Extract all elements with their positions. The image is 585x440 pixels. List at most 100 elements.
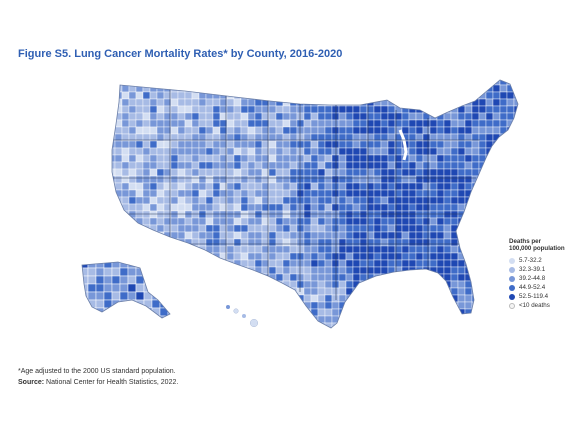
- county-cell: [387, 84, 396, 93]
- county-cell: [443, 217, 452, 226]
- county-cell: [191, 80, 200, 86]
- legend-item: 5.7-32.2: [509, 256, 585, 265]
- county-cell: [373, 147, 382, 156]
- county-cell: [408, 210, 417, 219]
- county-cell: [492, 80, 501, 86]
- county-cell: [269, 330, 276, 337]
- county-cell: [212, 84, 221, 93]
- county-cell: [408, 322, 417, 328]
- county-cell: [233, 147, 242, 156]
- county-cell: [112, 196, 116, 205]
- county-cell: [521, 211, 528, 218]
- county-cell: [121, 189, 130, 198]
- county-cell: [108, 330, 115, 337]
- county-cell: [324, 161, 333, 170]
- county-cell: [268, 280, 277, 289]
- county-cell: [429, 231, 438, 240]
- county-cell: [135, 245, 144, 254]
- county-cell: [103, 267, 113, 277]
- county-cell: [450, 119, 459, 128]
- county-cell: [450, 196, 459, 205]
- county-cell: [415, 238, 424, 247]
- county-cell: [338, 231, 347, 240]
- county-cell: [422, 259, 431, 268]
- county-cell: [135, 154, 144, 163]
- county-cell: [170, 252, 179, 261]
- county-cell: [254, 189, 263, 198]
- county-cell: [135, 175, 144, 184]
- county-cell: [387, 273, 396, 282]
- county-cell: [450, 217, 459, 226]
- county-cell: [324, 210, 333, 219]
- county-cell: [121, 154, 130, 163]
- county-cell: [437, 330, 444, 337]
- county-cell: [191, 287, 200, 296]
- county-cell: [115, 330, 122, 337]
- county-cell: [373, 161, 382, 170]
- county-cell: [275, 196, 284, 205]
- county-cell: [254, 80, 263, 86]
- county-cell: [114, 91, 123, 100]
- county-cell: [128, 322, 137, 328]
- county-cell: [184, 315, 193, 324]
- county-cell: [95, 283, 105, 293]
- county-cell: [205, 119, 214, 128]
- county-cell: [485, 98, 494, 107]
- county-cell: [111, 299, 121, 309]
- county-cell: [233, 196, 242, 205]
- county-cell: [241, 330, 248, 337]
- county-cell: [163, 280, 172, 289]
- county-cell: [212, 238, 221, 247]
- county-cell: [499, 322, 508, 328]
- county-cell: [373, 119, 382, 128]
- county-cell: [82, 315, 89, 318]
- county-cell: [492, 203, 501, 212]
- county-cell: [373, 168, 382, 177]
- county-cell: [345, 259, 354, 268]
- county-cell: [408, 168, 417, 177]
- county-cell: [492, 217, 501, 226]
- county-cell: [114, 112, 123, 121]
- county-cell: [317, 231, 326, 240]
- county-cell: [212, 322, 221, 328]
- county-cell: [352, 84, 361, 93]
- county-cell: [114, 126, 123, 135]
- county-cell: [450, 126, 459, 135]
- county-cell: [268, 91, 277, 100]
- county-cell: [450, 84, 459, 93]
- county-cell: [373, 182, 382, 191]
- county-cell: [149, 189, 158, 198]
- county-cell: [149, 322, 158, 328]
- county-cell: [380, 91, 389, 100]
- county-cell: [359, 217, 368, 226]
- county-cell: [464, 168, 473, 177]
- county-cell: [233, 322, 242, 328]
- county-cell: [170, 245, 179, 254]
- county-cell: [366, 84, 375, 93]
- county-cell: [324, 203, 333, 212]
- county-cell: [318, 330, 325, 337]
- county-cell: [485, 91, 494, 100]
- county-cell: [114, 84, 123, 93]
- county-cell: [261, 301, 270, 310]
- county-cell: [395, 330, 402, 337]
- county-cell: [198, 189, 207, 198]
- county-cell: [380, 147, 389, 156]
- county-cell: [436, 161, 445, 170]
- county-cell: [121, 301, 130, 310]
- county-cell: [457, 189, 466, 198]
- county-cell: [422, 287, 431, 296]
- county-cell: [394, 294, 403, 303]
- county-cell: [345, 105, 354, 114]
- county-cell: [352, 217, 361, 226]
- county-cell: [135, 210, 144, 219]
- county-cell: [205, 301, 214, 310]
- county-cell: [156, 210, 165, 219]
- county-cell: [289, 231, 298, 240]
- county-cell: [499, 217, 508, 226]
- county-cell: [282, 80, 291, 86]
- county-cell: [408, 315, 417, 324]
- county-cell: [317, 196, 326, 205]
- county-cell: [135, 299, 145, 309]
- county-cell: [324, 308, 333, 317]
